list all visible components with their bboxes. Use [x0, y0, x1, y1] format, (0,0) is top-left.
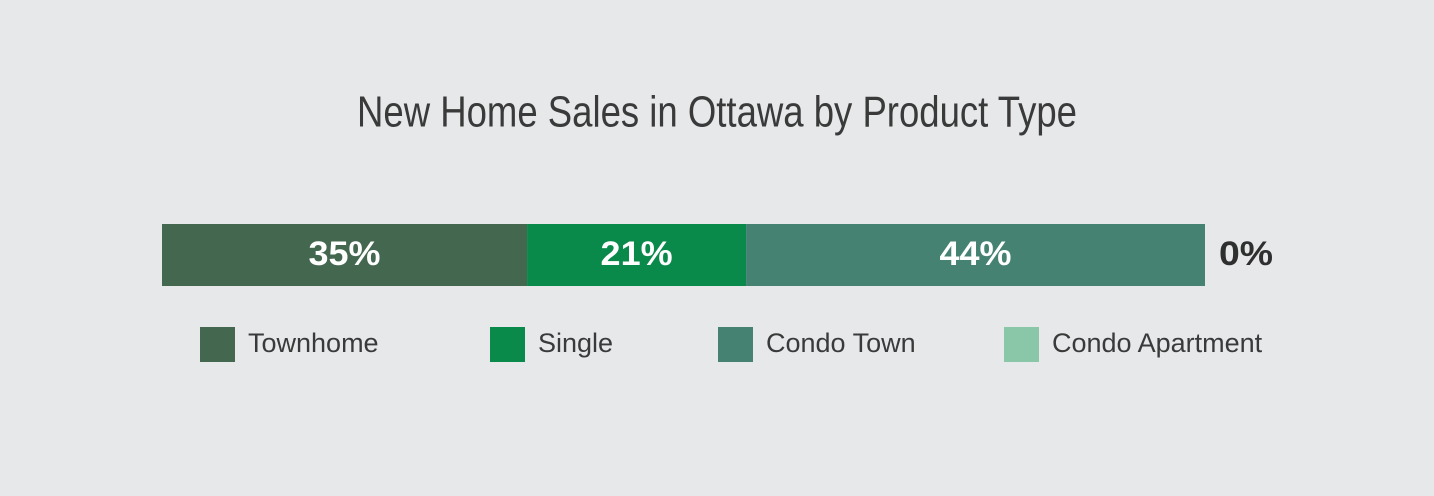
legend-label: Condo Apartment: [1052, 328, 1263, 358]
legend-swatch: [1004, 327, 1039, 362]
chart-title: New Home Sales in Ottawa by Product Type: [357, 88, 1077, 137]
legend-swatch: [200, 327, 235, 362]
legend-swatch: [718, 327, 753, 362]
value-label: 0%: [1219, 235, 1273, 273]
legend-label: Townhome: [248, 328, 379, 358]
legend-swatch: [490, 327, 525, 362]
bar-segment: [162, 224, 528, 286]
bar-segment: [746, 224, 1205, 286]
value-label: 44%: [940, 235, 1012, 273]
bar-segment: [527, 224, 747, 286]
legend-label: Condo Town: [766, 328, 916, 358]
value-label: 21%: [601, 235, 673, 273]
value-label: 35%: [309, 235, 381, 273]
legend-label: Single: [538, 328, 613, 358]
